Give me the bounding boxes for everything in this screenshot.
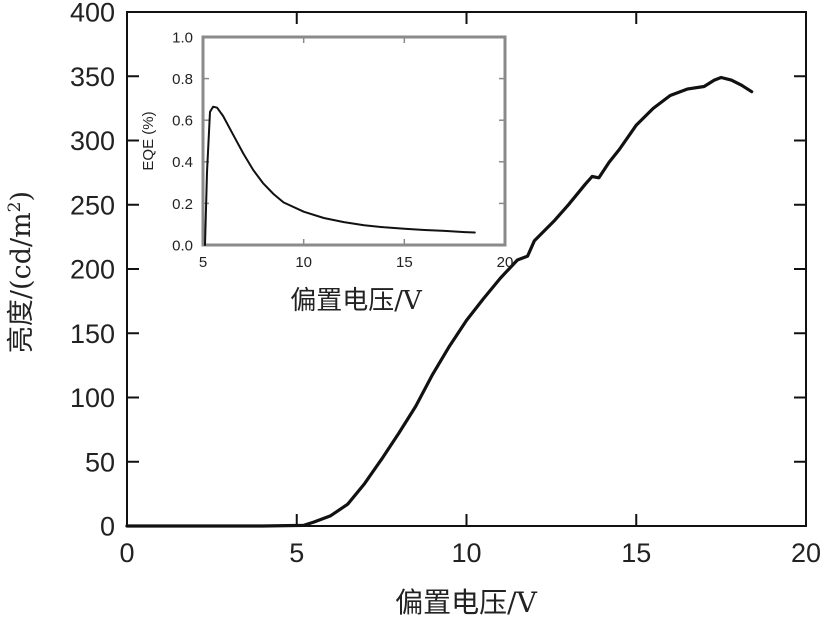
- main-y-axis-label-sup: 2: [5, 201, 25, 212]
- inset-y-tick-label: 0.8: [172, 71, 193, 88]
- inset-plot-frame: [201, 35, 507, 247]
- inset-ticks: [202, 36, 506, 246]
- main-y-axis-label-end: ): [6, 191, 37, 202]
- main-y-tick-label: 100: [70, 383, 115, 413]
- inset-plot-background: [203, 37, 505, 245]
- main-y-tick-label: 400: [70, 0, 115, 28]
- main-series-line: [125, 75, 754, 528]
- main-y-tick-label: 350: [70, 62, 115, 92]
- inset-y-tick-label: 0.4: [172, 154, 193, 171]
- main-y-tick-label: 50: [85, 447, 115, 477]
- inset-y-axis-label: EQE (%): [140, 111, 157, 170]
- main-y-axis-label-text: 亮度/(cd/m: [6, 212, 37, 353]
- inset-x-tick-label: 20: [497, 254, 514, 271]
- inset-y-tick-label: 1.0: [172, 29, 193, 46]
- main-ticks: [126, 11, 807, 527]
- main-y-axis-label: 亮度/(cd/m2): [5, 191, 37, 353]
- main-x-axis-label: 偏置电压/V: [395, 586, 537, 618]
- inset-y-tick-label: 0.6: [172, 113, 193, 130]
- main-y-tick-label: 200: [70, 255, 115, 285]
- main-x-tick-label: 10: [451, 538, 481, 568]
- main-x-tick-label: 20: [791, 538, 821, 568]
- inset-x-axis-label: 偏置电压/V: [290, 286, 423, 316]
- inset-x-tick-label: 5: [199, 254, 207, 271]
- main-x-tick-label: 0: [119, 538, 134, 568]
- main-y-tick-label: 150: [70, 319, 115, 349]
- inset-series-line: [204, 105, 476, 246]
- inset-y-tick-label: 0.0: [172, 237, 193, 254]
- main-x-tick-label: 15: [621, 538, 651, 568]
- main-x-tick-label: 5: [289, 538, 304, 568]
- main-y-tick-label: 0: [100, 512, 115, 542]
- main-y-tick-label: 300: [70, 126, 115, 156]
- inset-y-tick-label: 0.2: [172, 196, 193, 213]
- inset-x-tick-label: 15: [396, 254, 413, 271]
- main-y-tick-label: 250: [70, 190, 115, 220]
- inset-x-tick-label: 10: [295, 254, 312, 271]
- inset-tick-labels: 5 10 15 20 0.0 0.2 0.4 0.6 0.8 1.0: [172, 29, 513, 271]
